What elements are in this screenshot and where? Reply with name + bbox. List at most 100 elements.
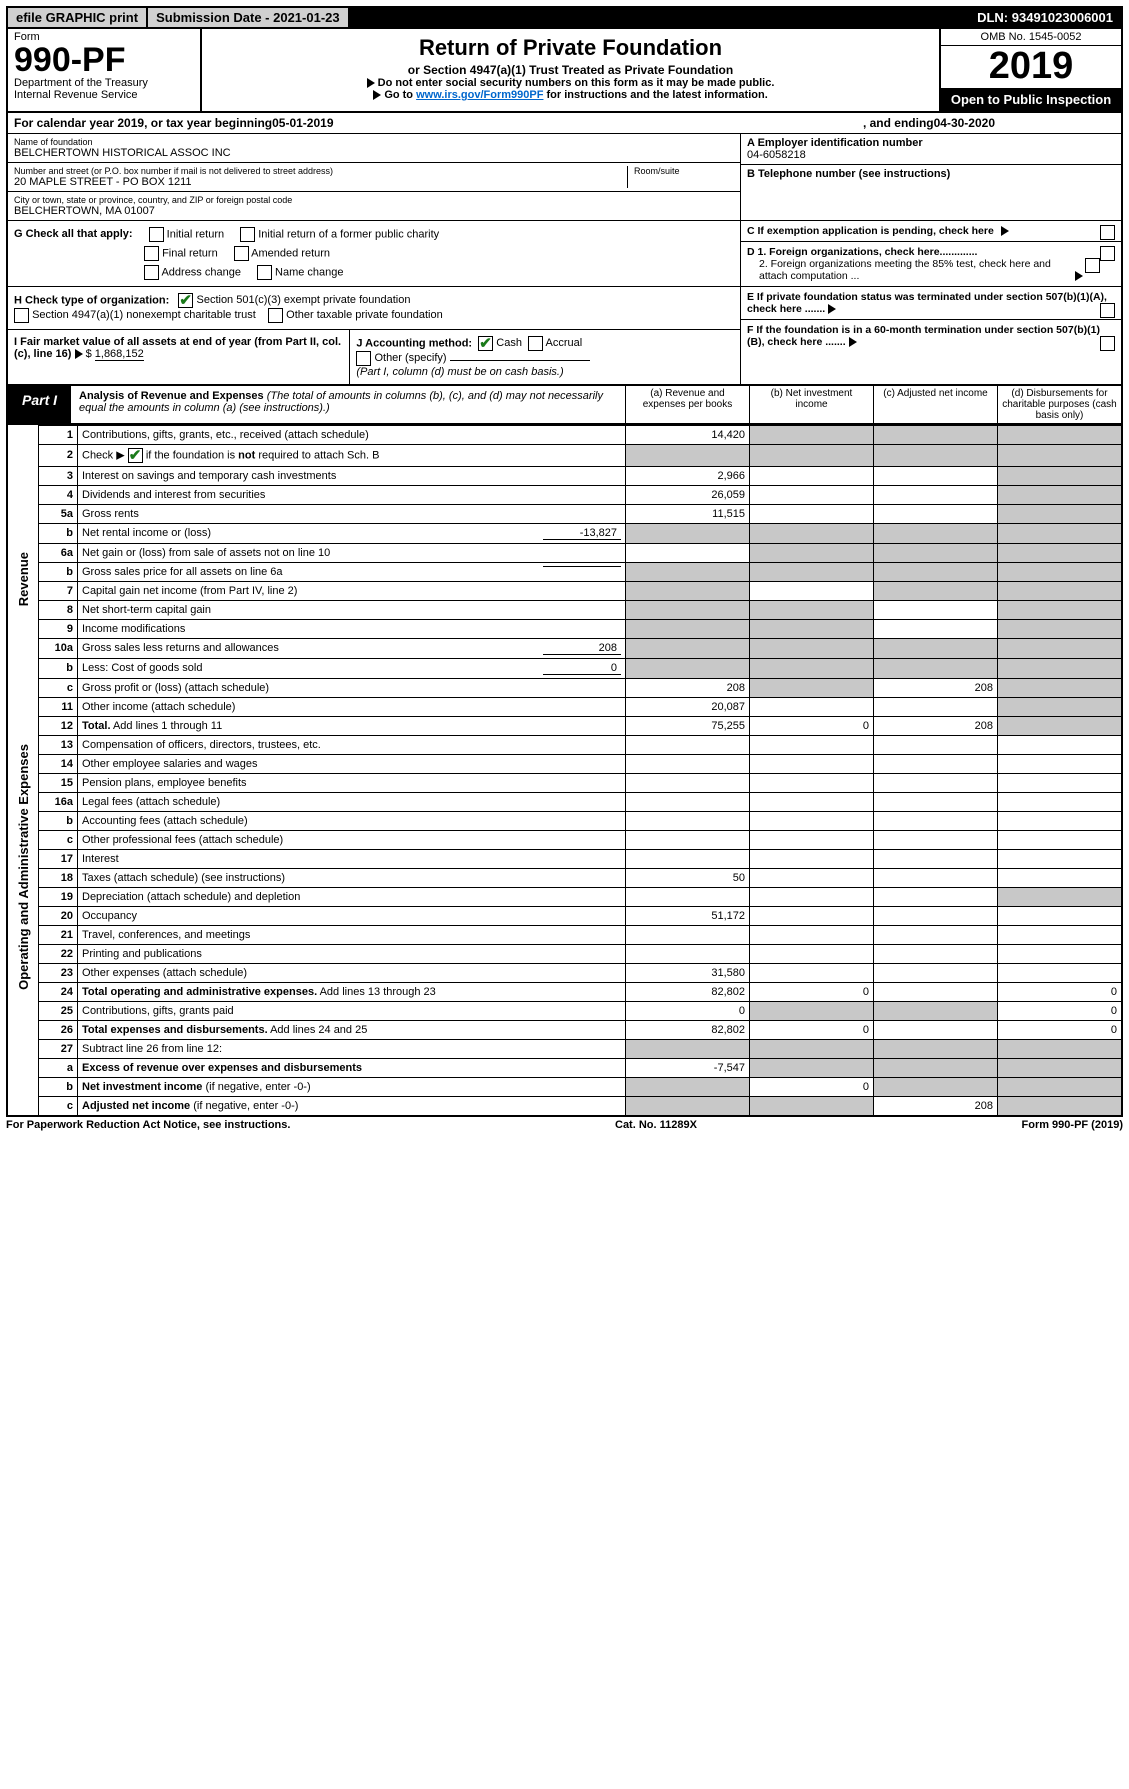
- cb-initial-former[interactable]: Initial return of a former public charit…: [240, 227, 439, 242]
- table-row: 23Other expenses (attach schedule)31,580: [7, 963, 1122, 982]
- col-d-header: (d) Disbursements for charitable purpose…: [997, 386, 1121, 423]
- table-row: bGross sales price for all assets on lin…: [7, 562, 1122, 581]
- fmv-value: 1,868,152: [95, 348, 144, 361]
- expenses-label: Operating and Administrative Expenses: [16, 744, 31, 990]
- inspection-label: Open to Public Inspection: [941, 88, 1121, 111]
- table-row: 11Other income (attach schedule)20,087: [7, 697, 1122, 716]
- section-d: D 1. Foreign organizations, check here..…: [741, 242, 1121, 287]
- cb-exemption-pending[interactable]: [1100, 225, 1115, 240]
- cb-amended[interactable]: Amended return: [234, 246, 330, 261]
- dln: DLN: 93491023006001: [969, 8, 1121, 27]
- table-row: Revenue 1Contributions, gifts, grants, e…: [7, 425, 1122, 444]
- table-row: 14Other employee salaries and wages: [7, 754, 1122, 773]
- calendar-year-row: For calendar year 2019, or tax year begi…: [6, 113, 1123, 134]
- omb-number: OMB No. 1545-0052: [941, 29, 1121, 46]
- section-g: G Check all that apply: Initial return I…: [8, 221, 740, 287]
- col-a-header: (a) Revenue and expenses per books: [625, 386, 749, 423]
- table-row: bNet investment income (if negative, ent…: [7, 1077, 1122, 1096]
- table-row: bAccounting fees (attach schedule): [7, 811, 1122, 830]
- section-f: F If the foundation is in a 60-month ter…: [741, 320, 1121, 352]
- table-row: 22Printing and publications: [7, 944, 1122, 963]
- info-right: A Employer identification number 04-6058…: [740, 134, 1121, 220]
- col-b-header: (b) Net investment income: [749, 386, 873, 423]
- check-sections: G Check all that apply: Initial return I…: [6, 221, 1123, 386]
- form-header: Form 990-PF Department of the Treasury I…: [6, 29, 1123, 113]
- table-row: 7Capital gain net income (from Part IV, …: [7, 581, 1122, 600]
- part1-desc: Analysis of Revenue and Expenses (The to…: [71, 386, 625, 423]
- cb-terminated[interactable]: [1100, 303, 1115, 318]
- part1-tag: Part I: [8, 386, 71, 423]
- city-cell: City or town, state or province, country…: [8, 192, 740, 220]
- triangle-icon: [373, 90, 381, 100]
- cb-sch-b[interactable]: [128, 448, 143, 463]
- cb-foreign-org[interactable]: [1100, 246, 1115, 261]
- phone-cell: B Telephone number (see instructions): [741, 165, 1121, 205]
- page-footer: For Paperwork Reduction Act Notice, see …: [6, 1117, 1123, 1131]
- cb-60month[interactable]: [1100, 336, 1115, 351]
- triangle-icon: [1075, 271, 1083, 281]
- tax-year: 2019: [941, 46, 1121, 88]
- form-number: 990-PF: [14, 43, 194, 77]
- part1-table: Revenue 1Contributions, gifts, grants, e…: [6, 425, 1123, 1117]
- table-row: cAdjusted net income (if negative, enter…: [7, 1096, 1122, 1116]
- table-row: 20Occupancy51,172: [7, 906, 1122, 925]
- room-label: Room/suite: [634, 166, 734, 176]
- entity-info: Name of foundation BELCHERTOWN HISTORICA…: [6, 134, 1123, 221]
- table-row: 8Net short-term capital gain: [7, 600, 1122, 619]
- street-address: 20 MAPLE STREET - PO BOX 1211: [14, 176, 627, 188]
- table-row: cOther professional fees (attach schedul…: [7, 830, 1122, 849]
- form-subtitle: or Section 4947(a)(1) Trust Treated as P…: [206, 63, 935, 77]
- city-state-zip: BELCHERTOWN, MA 01007: [14, 205, 734, 217]
- cb-name[interactable]: Name change: [257, 265, 344, 280]
- table-row: 25Contributions, gifts, grants paid00: [7, 1001, 1122, 1020]
- year-begin: 05-01-2019: [272, 116, 333, 130]
- cb-other-method[interactable]: Other (specify): [356, 352, 446, 364]
- cb-accrual[interactable]: Accrual: [528, 337, 582, 349]
- header-center: Return of Private Foundation or Section …: [202, 29, 939, 111]
- foundation-name-cell: Name of foundation BELCHERTOWN HISTORICA…: [8, 134, 740, 163]
- foundation-name: BELCHERTOWN HISTORICAL ASSOC INC: [14, 147, 734, 159]
- cb-4947[interactable]: Section 4947(a)(1) nonexempt charitable …: [14, 309, 256, 321]
- cb-address[interactable]: Address change: [144, 265, 241, 280]
- section-i: I Fair market value of all assets at end…: [8, 330, 350, 384]
- table-row: 24Total operating and administrative exp…: [7, 982, 1122, 1001]
- ein-value: 04-6058218: [747, 149, 1115, 161]
- cb-initial[interactable]: Initial return: [149, 227, 225, 242]
- header-right: OMB No. 1545-0052 2019 Open to Public In…: [939, 29, 1121, 111]
- table-row: 19Depreciation (attach schedule) and dep…: [7, 887, 1122, 906]
- cb-other-taxable[interactable]: Other taxable private foundation: [268, 309, 443, 321]
- note-ssn: Do not enter social security numbers on …: [206, 77, 935, 89]
- cb-cash[interactable]: Cash: [478, 337, 522, 349]
- address-cell: Number and street (or P.O. box number if…: [8, 163, 740, 192]
- info-left: Name of foundation BELCHERTOWN HISTORICA…: [8, 134, 740, 220]
- table-row: 26Total expenses and disbursements. Add …: [7, 1020, 1122, 1039]
- ein-cell: A Employer identification number 04-6058…: [741, 134, 1121, 165]
- top-bar: efile GRAPHIC print Submission Date - 20…: [6, 6, 1123, 29]
- dept: Department of the Treasury: [14, 77, 194, 89]
- table-row: 21Travel, conferences, and meetings: [7, 925, 1122, 944]
- table-row: 4Dividends and interest from securities2…: [7, 485, 1122, 504]
- table-row: bNet rental income or (loss) -13,827: [7, 523, 1122, 543]
- table-row: bLess: Cost of goods sold 0: [7, 658, 1122, 678]
- triangle-icon: [828, 304, 836, 314]
- irs: Internal Revenue Service: [14, 89, 194, 101]
- part1-header: Part I Analysis of Revenue and Expenses …: [6, 386, 1123, 425]
- cb-foreign-85[interactable]: [1085, 258, 1100, 273]
- col-c-header: (c) Adjusted net income: [873, 386, 997, 423]
- header-left: Form 990-PF Department of the Treasury I…: [8, 29, 202, 111]
- cdef-column: C If exemption application is pending, c…: [740, 221, 1121, 384]
- note-link: Go to www.irs.gov/Form990PF for instruct…: [206, 89, 935, 101]
- submission-date: Submission Date - 2021-01-23: [148, 8, 350, 27]
- cb-final[interactable]: Final return: [144, 246, 218, 261]
- table-row: 27Subtract line 26 from line 12:: [7, 1039, 1122, 1058]
- section-j: J Accounting method: Cash Accrual Other …: [350, 330, 740, 384]
- table-row: 3Interest on savings and temporary cash …: [7, 466, 1122, 485]
- table-row: 17Interest: [7, 849, 1122, 868]
- irs-link[interactable]: www.irs.gov/Form990PF: [416, 89, 543, 101]
- section-c: C If exemption application is pending, c…: [741, 221, 1121, 242]
- footer-right: Form 990-PF (2019): [1022, 1119, 1123, 1131]
- cb-501c3[interactable]: Section 501(c)(3) exempt private foundat…: [178, 294, 410, 306]
- table-row: Operating and Administrative Expenses 13…: [7, 735, 1122, 754]
- table-row: 9Income modifications: [7, 619, 1122, 638]
- triangle-icon: [75, 349, 83, 359]
